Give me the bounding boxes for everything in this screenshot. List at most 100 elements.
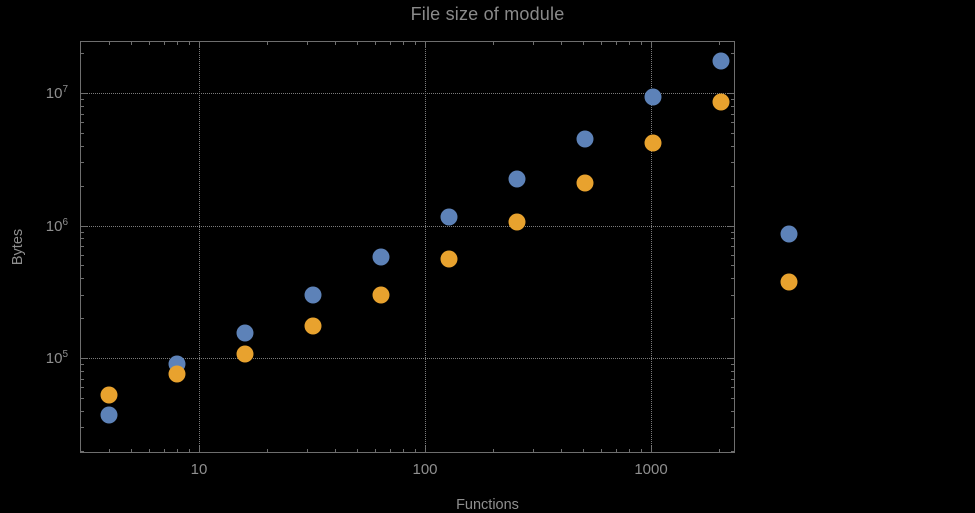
y-major-tick xyxy=(728,358,735,359)
y-minor-tick xyxy=(80,370,84,372)
data-point xyxy=(712,52,730,70)
y-minor-tick xyxy=(731,246,735,248)
y-minor-tick xyxy=(80,238,84,240)
data-point xyxy=(304,286,322,304)
data-point xyxy=(576,130,594,148)
y-minor-tick xyxy=(731,53,735,55)
y-minor-tick xyxy=(731,410,735,412)
x-minor-tick xyxy=(719,41,721,45)
x-minor-tick xyxy=(188,41,190,45)
y-minor-tick xyxy=(80,105,84,107)
x-minor-tick xyxy=(600,449,602,453)
x-minor-tick xyxy=(414,449,416,453)
x-minor-tick xyxy=(335,41,337,45)
x-minor-tick xyxy=(389,41,391,45)
data-point xyxy=(712,93,730,111)
y-minor-tick xyxy=(80,122,84,124)
x-tick-label: 1000 xyxy=(634,461,668,478)
x-minor-tick xyxy=(188,449,190,453)
y-minor-tick xyxy=(80,265,84,267)
x-minor-tick xyxy=(177,449,179,453)
x-minor-tick xyxy=(148,41,150,45)
y-major-tick xyxy=(728,225,735,227)
y-minor-tick xyxy=(80,53,84,55)
gridline-horizontal xyxy=(81,358,734,359)
y-minor-tick xyxy=(80,364,84,366)
x-minor-tick xyxy=(306,449,308,453)
x-minor-tick xyxy=(403,41,405,45)
y-minor-tick xyxy=(731,450,735,452)
y-minor-tick xyxy=(80,99,84,101)
x-major-tick xyxy=(651,446,652,453)
x-major-tick xyxy=(425,446,426,453)
y-minor-tick xyxy=(80,427,84,429)
x-minor-tick xyxy=(561,41,563,45)
x-minor-tick xyxy=(177,41,179,45)
x-minor-tick xyxy=(532,449,534,453)
y-major-tick xyxy=(728,93,735,94)
x-minor-tick xyxy=(532,41,534,45)
x-minor-tick xyxy=(582,449,584,453)
x-minor-tick xyxy=(356,41,358,45)
x-minor-tick xyxy=(163,41,165,45)
y-minor-tick xyxy=(80,231,84,233)
x-minor-tick xyxy=(335,449,337,453)
y-minor-tick xyxy=(80,113,84,115)
y-minor-tick xyxy=(80,410,84,412)
y-minor-tick xyxy=(731,185,735,187)
y-minor-tick xyxy=(731,99,735,101)
data-point xyxy=(372,286,390,304)
data-point xyxy=(576,174,594,192)
x-minor-tick xyxy=(600,41,602,45)
data-point xyxy=(372,248,390,266)
y-minor-tick xyxy=(731,231,735,233)
y-tick-label: 106 xyxy=(45,216,68,235)
x-minor-tick xyxy=(493,41,495,45)
y-minor-tick xyxy=(80,132,84,134)
x-minor-tick xyxy=(640,449,642,453)
y-minor-tick xyxy=(731,318,735,320)
y-minor-tick xyxy=(80,397,84,399)
data-point xyxy=(100,406,118,424)
y-minor-tick xyxy=(80,278,84,280)
x-major-tick xyxy=(651,41,652,48)
y-minor-tick xyxy=(80,246,84,248)
y-minor-tick xyxy=(731,162,735,164)
x-minor-tick xyxy=(267,41,269,45)
data-point xyxy=(644,134,662,152)
x-major-tick xyxy=(199,446,200,453)
y-minor-tick xyxy=(731,105,735,107)
x-minor-tick xyxy=(719,449,721,453)
x-axis-label: Functions xyxy=(456,497,519,513)
data-point xyxy=(304,317,322,335)
y-major-tick xyxy=(80,93,87,94)
y-axis-label: Bytes xyxy=(10,228,26,266)
gridline-vertical xyxy=(199,42,200,452)
x-minor-tick xyxy=(148,449,150,453)
y-minor-tick xyxy=(731,265,735,267)
data-point xyxy=(440,208,458,226)
y-minor-tick xyxy=(731,294,735,296)
x-minor-tick xyxy=(356,449,358,453)
x-minor-tick xyxy=(615,449,617,453)
x-minor-tick xyxy=(163,449,165,453)
data-point xyxy=(780,225,798,242)
y-major-tick xyxy=(80,358,87,359)
gridline-vertical xyxy=(651,42,652,452)
y-minor-tick xyxy=(80,450,84,452)
x-minor-tick xyxy=(374,449,376,453)
x-minor-tick xyxy=(561,449,563,453)
data-point xyxy=(100,386,118,404)
x-minor-tick xyxy=(640,41,642,45)
x-minor-tick xyxy=(629,41,631,45)
x-minor-tick xyxy=(389,449,391,453)
data-point xyxy=(236,324,254,342)
y-minor-tick xyxy=(731,378,735,380)
y-minor-tick xyxy=(80,162,84,164)
y-minor-tick xyxy=(731,364,735,366)
x-minor-tick xyxy=(267,449,269,453)
y-minor-tick xyxy=(80,378,84,380)
data-point xyxy=(440,250,458,268)
